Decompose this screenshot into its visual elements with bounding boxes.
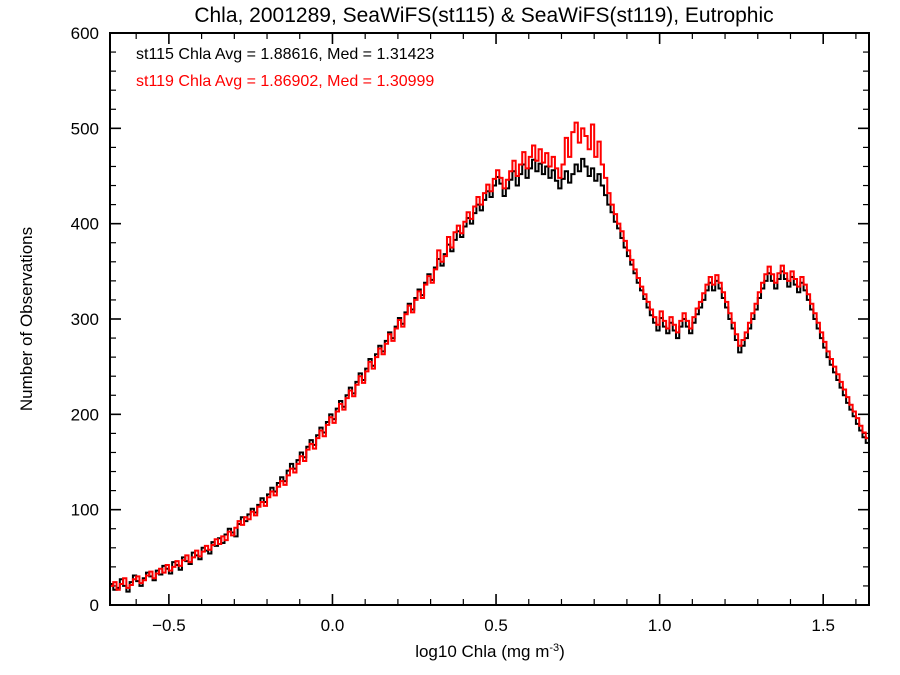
y-tick-labels: 0 100 200 300 400 500 600 <box>71 24 99 615</box>
y-tick-label: 400 <box>71 215 99 234</box>
x-axis-title: log10 Chla (mg m-3) <box>415 642 565 661</box>
y-tick-label: 500 <box>71 119 99 138</box>
legend-entry-st115: st115 Chla Avg = 1.88616, Med = 1.31423 <box>136 46 434 63</box>
y-tick-label: 100 <box>71 501 99 520</box>
x-axis-title-superscript: -3 <box>549 642 559 654</box>
x-tick-labels: −0.5 0.0 0.5 1.0 1.5 <box>152 616 835 635</box>
y-tick-label: 200 <box>71 405 99 424</box>
x-tick-label: 0.5 <box>484 616 508 635</box>
x-tick-label: 0.0 <box>321 616 345 635</box>
x-tick-label: 1.0 <box>648 616 672 635</box>
y-tick-label: 300 <box>71 310 99 329</box>
x-tick-label: 1.5 <box>811 616 835 635</box>
series-st119 <box>109 121 870 605</box>
y-axis-title: Number of Observations <box>17 227 36 411</box>
legend-entry-st119: st119 Chla Avg = 1.86902, Med = 1.30999 <box>136 73 434 90</box>
y-tick-label: 0 <box>90 596 99 615</box>
y-tick-label: 600 <box>71 24 99 43</box>
chart-title: Chla, 2001289, SeaWiFS(st115) & SeaWiFS(… <box>194 4 773 27</box>
series-st115 <box>109 157 870 605</box>
x-tick-label: −0.5 <box>152 616 186 635</box>
chart-legend: st115 Chla Avg = 1.88616, Med = 1.31423 s… <box>136 46 434 90</box>
plot-frame <box>109 32 870 606</box>
series-layer <box>109 121 870 605</box>
x-axis-title-tail: ) <box>559 642 565 661</box>
x-axis-title-main: log10 Chla (mg m <box>415 642 549 661</box>
